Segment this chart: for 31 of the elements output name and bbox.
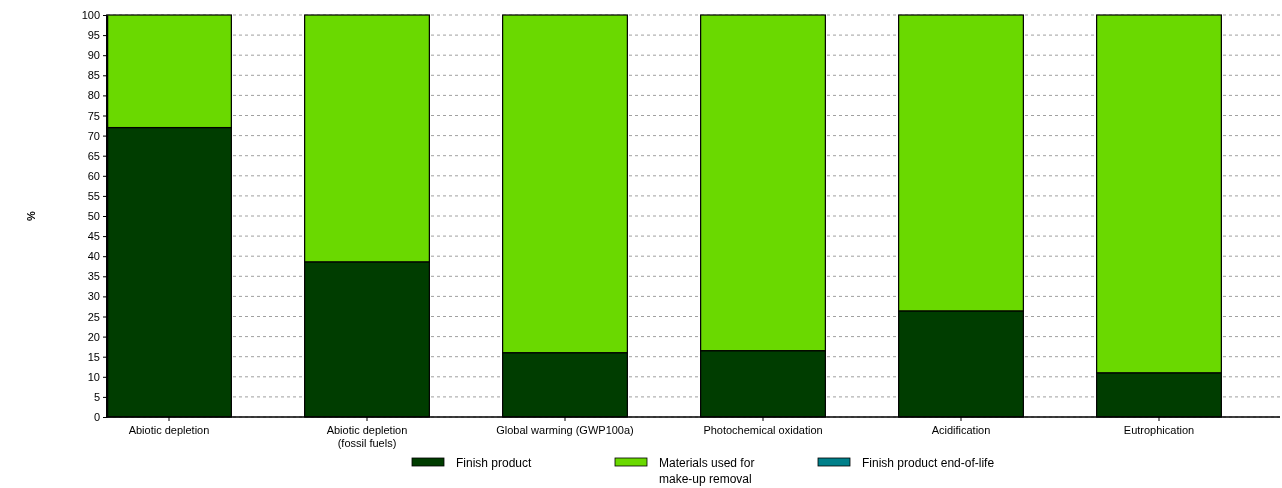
y-tick-label: 95 <box>87 29 100 42</box>
y-tick-label: 85 <box>87 69 100 82</box>
y-tick-label: 70 <box>87 129 100 142</box>
x-tick-label: Global warming (GWP100a) <box>496 424 634 436</box>
x-tick-label: Photochemical oxidation <box>703 424 823 436</box>
y-tick-label: 80 <box>87 89 100 102</box>
y-tick-label: 5 <box>93 390 100 403</box>
y-tick-label: 100 <box>81 9 100 22</box>
y-tick-label: 50 <box>87 210 100 223</box>
x-tick-label: Abiotic depletion (fossil fuels) <box>326 424 408 449</box>
x-tick-label: Acidification <box>931 424 991 436</box>
y-tick-label: 65 <box>87 149 100 162</box>
x-tick-label: Abiotic depletion <box>128 424 210 436</box>
legend-label: Finish product <box>456 456 533 470</box>
y-tick-label: 90 <box>87 49 100 62</box>
y-tick-label: 45 <box>87 230 100 243</box>
y-tick-label: 75 <box>87 109 100 122</box>
y-tick-label: 30 <box>87 290 100 303</box>
y-tick-label: 35 <box>87 270 100 283</box>
y-tick-label: 10 <box>87 370 100 383</box>
y-axis-title: % <box>25 210 37 221</box>
y-tick-label: 20 <box>87 330 100 343</box>
legend-label: Finish product end-of-life <box>862 456 995 470</box>
y-tick-label: 60 <box>87 169 100 182</box>
y-tick-label: 40 <box>87 250 100 263</box>
y-tick-label: 0 <box>93 411 100 424</box>
y-tick-label: 15 <box>87 350 100 363</box>
x-tick-label: Eutrophication <box>1123 424 1195 436</box>
legend-label: Materials used for make-up removal <box>659 456 755 486</box>
y-tick-label: 25 <box>87 310 100 323</box>
y-tick-label: 55 <box>87 189 100 202</box>
